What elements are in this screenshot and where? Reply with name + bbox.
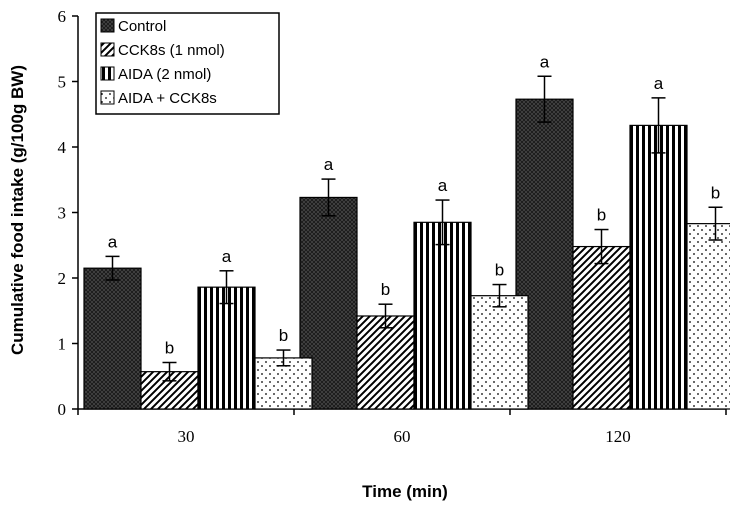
legend-label: AIDA (2 nmol) [118, 66, 211, 83]
significance-label: b [711, 183, 720, 202]
y-tick-label: 5 [58, 73, 67, 92]
significance-label: b [381, 280, 390, 299]
significance-label: a [540, 52, 550, 71]
bar [356, 315, 415, 410]
bar [572, 245, 631, 410]
significance-label: a [654, 74, 664, 93]
bar [686, 223, 730, 410]
y-tick-label: 2 [58, 269, 67, 288]
legend-swatch [100, 66, 115, 81]
legend: Control CCK8s (1 nmol) AIDA (2 nmol) AIDA +… [95, 12, 280, 115]
bar [197, 286, 256, 410]
significance-labels-group: a a a b b b a a a b b b [108, 52, 720, 357]
legend-box [95, 12, 280, 115]
significance-label: a [438, 176, 448, 195]
bar [413, 221, 472, 410]
significance-label: a [108, 232, 118, 251]
x-tick-label: 120 [605, 427, 631, 446]
y-tick-label: 6 [58, 7, 67, 26]
bars-group [83, 98, 730, 410]
y-tick-label: 1 [58, 335, 67, 354]
significance-label: b [597, 206, 606, 225]
bar [83, 267, 142, 410]
y-axis: 0 1 2 3 4 5 6 [58, 7, 79, 419]
legend-label: CCK8s (1 nmol) [118, 42, 225, 59]
legend-swatch [100, 42, 115, 57]
y-tick-label: 0 [58, 400, 67, 419]
x-axis-title: Time (min) [362, 482, 448, 501]
significance-label: a [324, 155, 334, 174]
legend-swatch [100, 18, 115, 33]
bar [629, 124, 688, 410]
x-axis: 30 60 120 [77, 408, 727, 446]
y-axis-title: Cumulative food intake (g/100g BW) [8, 65, 27, 355]
legend-label: Control [118, 18, 166, 35]
significance-label: b [279, 326, 288, 345]
y-tick-label: 4 [58, 138, 67, 157]
x-tick-label: 60 [394, 427, 411, 446]
significance-label: a [222, 247, 232, 266]
legend-swatch [100, 90, 115, 105]
bar [470, 295, 529, 410]
significance-label: b [495, 261, 504, 280]
error-bars-group [105, 75, 723, 382]
legend-label: AIDA + CCK8s [118, 90, 217, 107]
y-tick-label: 3 [58, 204, 67, 223]
significance-label: b [165, 338, 174, 357]
x-tick-label: 30 [178, 427, 195, 446]
